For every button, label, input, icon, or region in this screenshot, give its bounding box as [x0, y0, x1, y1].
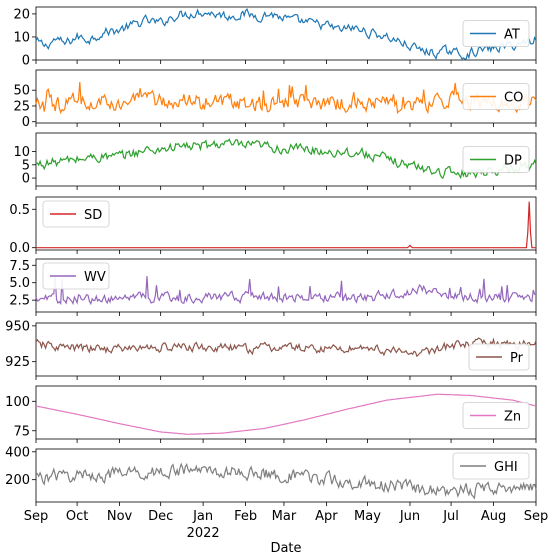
- legend-AT-label: AT: [504, 28, 520, 43]
- panel-Pr-frame: [35, 322, 537, 377]
- panel-GHI-ytick-label: 400: [5, 445, 30, 460]
- panel-AT-frame: [35, 6, 537, 61]
- x-tick-label: Jan: [192, 509, 213, 524]
- panel-WV-frame: [35, 258, 537, 313]
- panel-AT-ytick-label: 10: [13, 30, 30, 45]
- legend-Pr-label: Pr: [510, 351, 524, 366]
- series-Pr-line: [35, 337, 537, 358]
- panel-DP-frame: [35, 132, 537, 187]
- x-tick-label: Apr: [315, 509, 338, 524]
- legend-SD-label: SD: [84, 208, 102, 223]
- series-SD-line: [36, 201, 536, 249]
- panel-CO-ytick-label: 25: [13, 99, 30, 114]
- legend-DP-label: DP: [504, 154, 522, 169]
- panel-Zn-frame: [35, 385, 537, 440]
- legend-WV-label: WV: [84, 270, 106, 285]
- series-WV-line: [35, 276, 536, 306]
- panel-DP-ytick-label: 0: [22, 172, 30, 187]
- series-DP-line: [36, 138, 537, 180]
- panel-CO-frame: [35, 69, 537, 124]
- series-Zn-line: [35, 393, 537, 435]
- x-tick-label: Oct: [66, 509, 88, 524]
- panel-GHI-frame: [35, 448, 537, 503]
- x-tick-label: May: [354, 509, 381, 524]
- panel-Pr-ytick-label: 925: [5, 355, 30, 370]
- x-tick-label: Sep: [24, 509, 49, 524]
- x-tick-label: Feb: [234, 509, 257, 524]
- x-tick-label: Jul: [442, 509, 459, 524]
- legend-CO-label: CO: [504, 91, 523, 106]
- panel-WV-ytick-label: 5.0: [9, 276, 30, 291]
- legend-GHI-box: [452, 452, 530, 480]
- panel-AT-ytick-label: 20: [13, 7, 30, 22]
- legend-GHI-label: GHI: [494, 460, 518, 475]
- legend-Zn-label: Zn: [504, 410, 521, 425]
- series-GHI-line: [35, 462, 537, 500]
- panel-Zn-ytick-label: 75: [13, 424, 30, 439]
- panel-SD-ytick-label: 0.5: [9, 203, 30, 218]
- panel-Pr-ytick-label: 950: [5, 319, 30, 334]
- panel-WV-ytick-label: 2.5: [9, 294, 30, 309]
- series-AT-line: [35, 7, 537, 61]
- panel-CO-ytick-label: 50: [13, 84, 30, 99]
- x-tick-sublabel: 2022: [187, 526, 220, 541]
- panel-Zn-ytick-label: 100: [5, 395, 30, 410]
- series-CO-line: [35, 81, 537, 115]
- panel-WV-ytick-label: 7.5: [9, 259, 30, 274]
- x-tick-label: Sep: [524, 509, 549, 524]
- panel-DP-ytick-label: 10: [13, 145, 30, 160]
- panel-AT-ytick-label: 0: [22, 54, 30, 69]
- panel-SD-ytick-label: 0.0: [9, 241, 30, 256]
- panel-DP-ytick-label: 5: [22, 158, 30, 173]
- x-axis-label: Date: [270, 541, 301, 556]
- x-tick-label: Dec: [148, 509, 173, 524]
- x-tick-label: Aug: [481, 509, 506, 524]
- panel-CO-ytick-label: 0: [22, 115, 30, 130]
- x-tick-label: Mar: [272, 509, 297, 524]
- x-tick-label: Nov: [107, 509, 133, 524]
- x-tick-label: Jun: [399, 509, 420, 524]
- panel-SD-frame: [35, 196, 537, 251]
- panel-GHI-ytick-label: 200: [5, 473, 30, 488]
